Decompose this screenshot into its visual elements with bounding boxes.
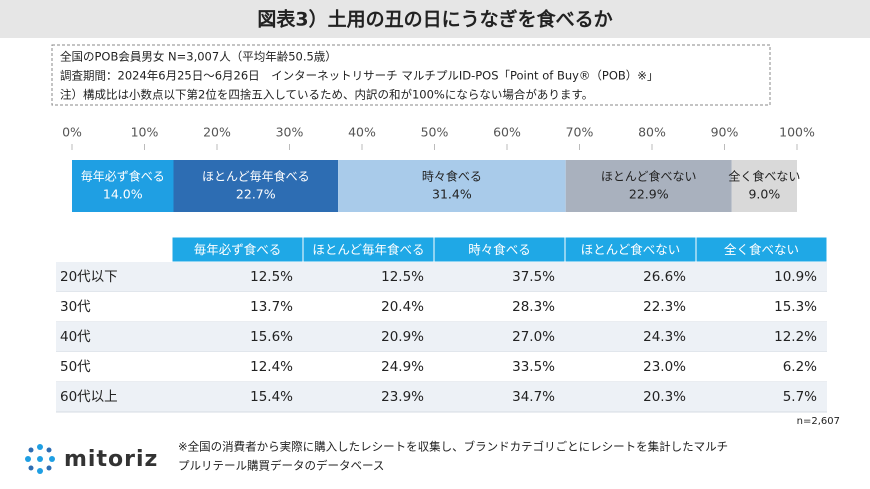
x-tick-label: 60% bbox=[493, 125, 521, 140]
table-cell: 15.3% bbox=[774, 299, 817, 315]
legend-label: 全く食べない bbox=[728, 169, 800, 184]
bar-segment bbox=[173, 160, 339, 212]
row-background bbox=[56, 292, 827, 322]
table-cell: 20.3% bbox=[643, 389, 686, 405]
data-label: 31.4% bbox=[432, 187, 472, 202]
bar-segment bbox=[731, 160, 797, 212]
table-cell: 15.4% bbox=[250, 389, 293, 405]
table-cell: 37.5% bbox=[512, 269, 555, 285]
data-label: 22.9% bbox=[629, 187, 669, 202]
row-background bbox=[56, 382, 827, 412]
row-background bbox=[56, 322, 827, 352]
table-cell: 26.6% bbox=[643, 269, 686, 285]
note: 全国のPOB会員男女 N=3,007人（平均年齢50.5歳） bbox=[60, 50, 337, 64]
table-cell: 12.5% bbox=[381, 269, 424, 285]
column-header: ほとんど食べない bbox=[581, 242, 681, 257]
table-cell: 28.3% bbox=[512, 299, 555, 315]
header-corner bbox=[56, 237, 172, 262]
row-label: 30代 bbox=[60, 299, 91, 315]
note: 注）構成比は小数点以下第2位を四捨五入しているため、内訳の和が100%にならない… bbox=[60, 88, 593, 102]
row-label: 20代以下 bbox=[60, 269, 118, 285]
column-header: 時々食べる bbox=[468, 242, 531, 257]
x-tick-label: 50% bbox=[421, 125, 449, 140]
row-label: 40代 bbox=[60, 329, 91, 345]
table-cell: 13.7% bbox=[250, 299, 293, 315]
data-label: 22.7% bbox=[236, 187, 276, 202]
table-cell: 23.0% bbox=[643, 359, 686, 375]
table-cell: 10.9% bbox=[774, 269, 817, 285]
title-bar bbox=[0, 0, 870, 38]
sample-size: n=2,607 bbox=[797, 416, 840, 427]
table-cell: 12.5% bbox=[250, 269, 293, 285]
note: 調査期間：2024年6月25日～6月26日 インターネットリサーチ マルチプルI… bbox=[60, 69, 658, 83]
table-cell: 23.9% bbox=[381, 389, 424, 405]
table-cell: 33.5% bbox=[512, 359, 555, 375]
x-tick-label: 30% bbox=[276, 125, 304, 140]
bar-segment bbox=[338, 160, 566, 212]
legend-label: 時々食べる bbox=[422, 169, 482, 184]
row-label: 60代以上 bbox=[60, 389, 118, 405]
table-cell: 27.0% bbox=[512, 329, 555, 345]
table-cell: 24.3% bbox=[643, 329, 686, 345]
column-header: 毎年必ず食べる bbox=[194, 242, 282, 257]
row-background bbox=[56, 352, 827, 382]
x-tick-label: 100% bbox=[779, 125, 815, 140]
logo-icon bbox=[25, 444, 55, 474]
table-cell: 15.6% bbox=[250, 329, 293, 345]
legend-label: 毎年必ず食べる bbox=[81, 169, 165, 184]
bar-segment bbox=[565, 160, 732, 212]
row-label: 50代 bbox=[60, 359, 91, 375]
x-tick-label: 0% bbox=[62, 125, 82, 140]
bar-segment bbox=[72, 160, 174, 212]
logo-text: mitoriz bbox=[64, 447, 158, 472]
x-tick-label: 40% bbox=[348, 125, 376, 140]
x-tick-label: 20% bbox=[203, 125, 231, 140]
footnote: プルリテール購買データのデータベース bbox=[178, 459, 384, 473]
column-header: ほとんど毎年食べる bbox=[312, 242, 424, 257]
legend-label: ほとんど食べない bbox=[601, 169, 697, 184]
table-cell: 22.3% bbox=[643, 299, 686, 315]
column-header: 全く食べない bbox=[724, 242, 799, 257]
header-cell bbox=[695, 236, 828, 263]
table-cell: 20.9% bbox=[381, 329, 424, 345]
data-label: 9.0% bbox=[748, 187, 780, 202]
table-cell: 34.7% bbox=[512, 389, 555, 405]
table-cell: 24.9% bbox=[381, 359, 424, 375]
table-cell: 5.7% bbox=[783, 389, 817, 405]
page-title: 図表3）土用の丑の日にうなぎを食べるか bbox=[257, 8, 612, 31]
data-label: 14.0% bbox=[103, 187, 143, 202]
table-cell: 12.2% bbox=[774, 329, 817, 345]
x-tick-label: 70% bbox=[566, 125, 594, 140]
table-cell: 6.2% bbox=[783, 359, 817, 375]
legend-label: ほとんど毎年食べる bbox=[202, 169, 310, 184]
table-cell: 12.4% bbox=[250, 359, 293, 375]
x-tick-label: 80% bbox=[638, 125, 666, 140]
row-background bbox=[56, 262, 827, 292]
note-box bbox=[51, 44, 771, 106]
x-tick-label: 90% bbox=[711, 125, 739, 140]
table-cell: 20.4% bbox=[381, 299, 424, 315]
footnote: ※全国の消費者から実際に購入したレシートを収集し、ブランドカテゴリごとにレシート… bbox=[178, 440, 728, 454]
x-tick-label: 10% bbox=[131, 125, 159, 140]
